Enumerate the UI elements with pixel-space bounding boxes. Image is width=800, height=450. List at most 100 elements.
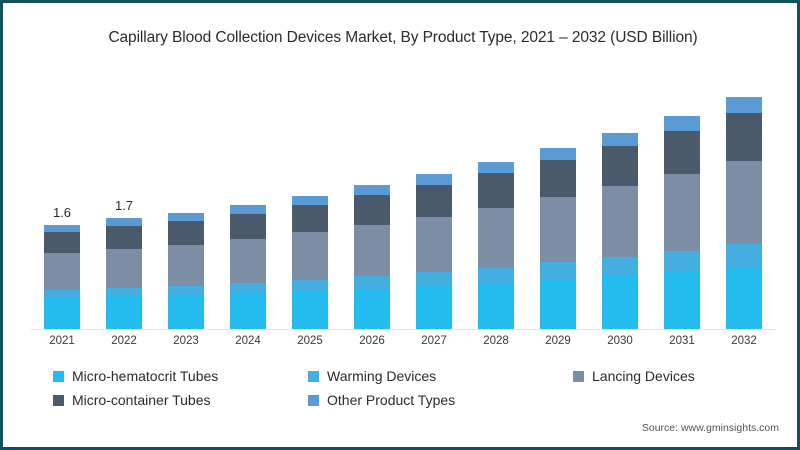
bar-segment[interactable] (168, 244, 204, 286)
x-axis-tick-2030: 2030 (607, 335, 633, 347)
axis-baseline (31, 329, 775, 330)
bar-segment[interactable] (106, 296, 142, 329)
x-axis-tick-2024: 2024 (235, 335, 261, 347)
bar-segment[interactable] (354, 185, 390, 196)
bar-segment[interactable] (44, 289, 80, 298)
legend-row: Micro-container Tubes Other Product Types (53, 388, 753, 412)
bar-segment[interactable] (664, 271, 700, 329)
bar-segment[interactable] (478, 282, 514, 329)
bar-segment[interactable] (230, 293, 266, 329)
bar-group-2029[interactable] (540, 147, 576, 329)
bar-segment[interactable] (664, 130, 700, 175)
legend-swatch-icon (53, 394, 64, 406)
bar-segment[interactable] (292, 291, 328, 329)
x-axis-tick-2021: 2021 (49, 335, 75, 347)
chart-legend: Micro-hematocrit Tubes Warming Devices Lan… (53, 364, 753, 412)
legend-swatch-icon (308, 394, 319, 406)
bar-segment[interactable] (354, 195, 390, 225)
x-axis-tick-2029: 2029 (545, 335, 571, 347)
bar-segment[interactable] (726, 160, 762, 244)
bar-segment[interactable] (292, 205, 328, 233)
legend-label: Micro-hematocrit Tubes (72, 368, 219, 384)
bar-segment[interactable] (726, 267, 762, 329)
bar-segment[interactable] (726, 97, 762, 114)
bar-segment[interactable] (478, 267, 514, 283)
bar-segment[interactable] (44, 231, 80, 254)
bar-segment[interactable] (44, 297, 80, 329)
legend-label: Micro-container Tubes (72, 392, 211, 408)
bar-segment[interactable] (354, 224, 390, 277)
legend-item[interactable]: Micro-container Tubes (53, 392, 308, 408)
bar-segment[interactable] (416, 285, 452, 329)
bar-segment[interactable] (230, 213, 266, 239)
bar-segment[interactable] (664, 174, 700, 251)
bar-value-label: 1.7 (114, 198, 134, 214)
bar-segment[interactable] (292, 280, 328, 292)
bar-group-2024[interactable] (230, 205, 266, 329)
bar-segment[interactable] (168, 295, 204, 329)
bar-group-2021[interactable]: 1.6 (44, 205, 80, 329)
bar-value-label: 1.6 (52, 204, 72, 220)
bar-group-2025[interactable] (292, 195, 328, 329)
bar-segment[interactable] (416, 174, 452, 185)
bar-segment[interactable] (726, 243, 762, 268)
legend-item[interactable]: Micro-hematocrit Tubes (53, 368, 308, 384)
x-axis-tick-2025: 2025 (297, 335, 323, 347)
bar-segment[interactable] (602, 186, 638, 257)
bar-stack (230, 205, 266, 329)
bar-segment[interactable] (106, 218, 142, 226)
bar-segment[interactable] (106, 248, 142, 288)
bar-segment[interactable] (478, 207, 514, 268)
bar-segment[interactable] (726, 113, 762, 161)
bar-segment[interactable] (416, 272, 452, 286)
bar-segment[interactable] (478, 173, 514, 208)
bar-segment[interactable] (602, 256, 638, 276)
bar-group-2027[interactable] (416, 174, 452, 329)
bar-segment[interactable] (354, 288, 390, 329)
bar-segment[interactable] (168, 220, 204, 245)
bar-segment[interactable] (168, 285, 204, 296)
bar-segment[interactable] (230, 238, 266, 284)
legend-item[interactable]: Lancing Devices (573, 368, 753, 384)
bar-segment[interactable] (44, 224, 80, 232)
bar-stack (602, 132, 638, 329)
bar-segment[interactable] (168, 212, 204, 221)
bar-group-2032[interactable] (726, 97, 762, 329)
bar-segment[interactable] (602, 145, 638, 187)
bar-segment[interactable] (106, 287, 142, 297)
bar-segment[interactable] (540, 160, 576, 198)
bar-segment[interactable] (354, 276, 390, 289)
bar-segment[interactable] (230, 205, 266, 214)
x-axis-tick-2031: 2031 (669, 335, 695, 347)
bar-segment[interactable] (478, 161, 514, 174)
bar-group-2031[interactable] (664, 116, 700, 329)
source-attribution: Source: www.gminsights.com (641, 422, 779, 434)
x-axis: 2021 2022 2023 2024 2025 2026 2027 2028 2029 2030… (31, 335, 775, 355)
bar-group-2022[interactable]: 1.7 (106, 198, 142, 329)
bar-segment[interactable] (106, 225, 142, 249)
bar-group-2030[interactable] (602, 132, 638, 329)
bar-segment[interactable] (416, 184, 452, 217)
bar-segment[interactable] (664, 250, 700, 272)
bar-group-2023[interactable] (168, 212, 204, 329)
bar-segment[interactable] (292, 195, 328, 206)
bar-segment[interactable] (230, 283, 266, 294)
bar-stack (354, 185, 390, 329)
bar-segment[interactable] (664, 116, 700, 131)
bar-segment[interactable] (540, 262, 576, 280)
bar-segment[interactable] (44, 253, 80, 290)
legend-label: Other Product Types (327, 392, 456, 408)
plot-area: 1.6 1.7 (31, 81, 775, 329)
bar-segment[interactable] (540, 197, 576, 263)
legend-item[interactable]: Other Product Types (308, 392, 573, 408)
bar-segment[interactable] (602, 275, 638, 329)
bar-segment[interactable] (416, 216, 452, 273)
bar-stack (664, 116, 700, 329)
bar-segment[interactable] (540, 279, 576, 329)
bar-segment[interactable] (540, 147, 576, 161)
bar-group-2026[interactable] (354, 185, 390, 329)
bar-group-2028[interactable] (478, 161, 514, 329)
bar-segment[interactable] (602, 132, 638, 146)
legend-item[interactable]: Warming Devices (308, 368, 573, 384)
bar-segment[interactable] (292, 232, 328, 281)
